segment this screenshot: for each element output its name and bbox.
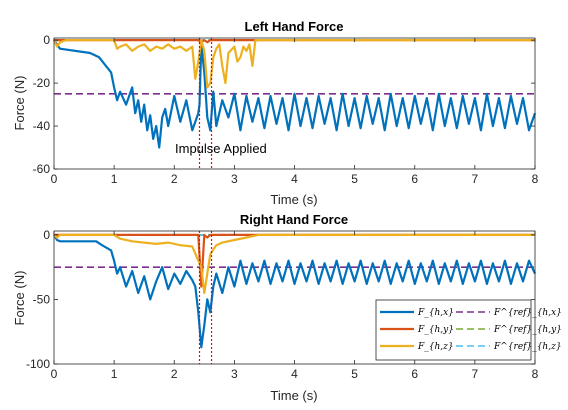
x-tick-label: 1: [111, 172, 118, 186]
left-hand-force-plot: Left Hand Force Time (s) Force (N) 0 1 2 3 4…: [12, 19, 539, 207]
legend-label: F^{ref}_{h,x}: [493, 308, 562, 318]
legend-label: F_{h,z}: [417, 342, 454, 352]
series-line-Fhx: [53, 234, 536, 349]
y-tick-label: -20: [33, 76, 51, 90]
y-axis-label: Force (N): [12, 271, 27, 326]
x-axis-label: Time (s): [270, 192, 317, 207]
x-tick-label: 6: [411, 172, 418, 186]
x-tick-label: 8: [532, 367, 539, 381]
y-tick-label: -50: [33, 292, 51, 306]
y-axis-label: Force (N): [12, 76, 27, 131]
x-axis-label: Time (s): [270, 388, 317, 403]
x-tick-label: 0: [51, 367, 58, 381]
x-tick-label: 3: [231, 172, 238, 186]
series-layer: [53, 38, 537, 169]
series-line-Fhy: [54, 39, 535, 44]
x-tick-label: 2: [171, 367, 178, 381]
series-line-Fhy: [54, 233, 535, 288]
x-tick-label: 5: [351, 172, 358, 186]
y-tick-label: 0: [43, 33, 50, 47]
x-tick-label: 3: [231, 367, 238, 381]
x-tick-label: 1: [111, 367, 118, 381]
y-tick-label: -40: [33, 119, 51, 133]
legend: F_{h,x} F_{h,y} F_{h,z} F^{ref}_{h,x} F^{ref…: [375, 299, 562, 361]
y-tick-label: -100: [26, 357, 50, 371]
x-tick-label: 4: [291, 367, 298, 381]
series-line-Fhx: [53, 39, 537, 149]
axes-box: [53, 230, 536, 365]
ticks-layer: 0 1 2 3 4 5 6 7 8 0 -50 -100: [26, 228, 539, 381]
plot-title: Left Hand Force: [245, 19, 344, 34]
legend-label: F_{h,x}: [417, 308, 454, 318]
y-tick-label: 0: [43, 228, 50, 242]
x-tick-label: 2: [171, 172, 178, 186]
right-hand-force-plot: Right Hand Force Time (s) Force (N) 0 1 2 3…: [12, 212, 562, 403]
legend-label: F^{ref}_{h,z}: [493, 342, 562, 352]
x-tick-label: 4: [291, 172, 298, 186]
x-tick-label: 8: [532, 172, 539, 186]
axes-box: [53, 37, 536, 170]
plot-title: Right Hand Force: [240, 212, 348, 227]
series-layer: [53, 231, 536, 364]
series-line-Fhz: [53, 233, 535, 295]
x-tick-label: 5: [351, 367, 358, 381]
legend-label: F^{ref}_{h,y}: [493, 325, 562, 335]
x-tick-label: 7: [472, 367, 479, 381]
x-tick-label: 6: [411, 367, 418, 381]
x-tick-label: 0: [51, 172, 58, 186]
y-tick-label: -60: [33, 162, 51, 176]
ticks-layer: 0 1 2 3 4 5 6 7 8 0 -20 -40 -60: [33, 33, 539, 186]
series-line-Fhz: [53, 39, 535, 89]
impulse-annotation: Impulse Applied: [175, 141, 267, 156]
legend-items: F_{h,x} F_{h,y} F_{h,z} F^{ref}_{h,x} F^{ref…: [380, 308, 562, 352]
x-tick-label: 7: [472, 172, 479, 186]
legend-label: F_{h,y}: [417, 325, 454, 335]
